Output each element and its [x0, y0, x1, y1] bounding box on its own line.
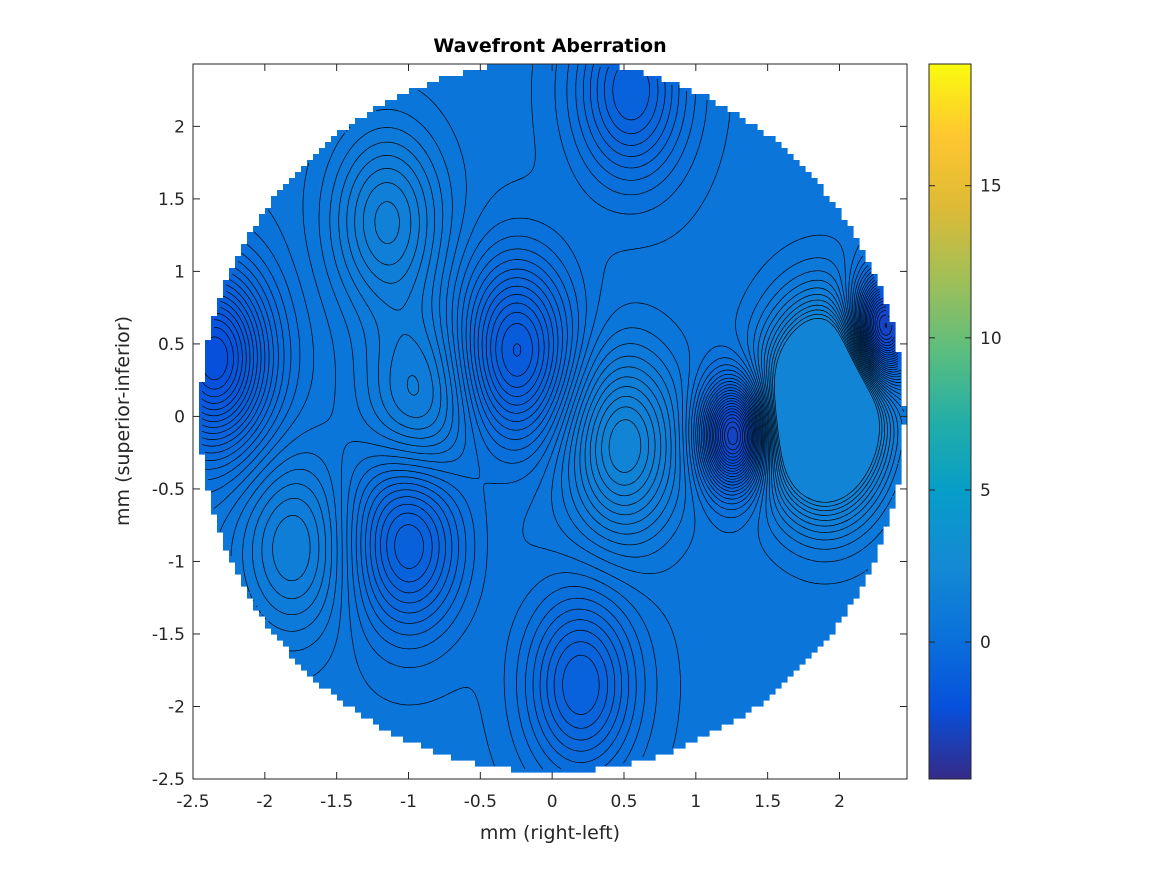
y-tick-label: 0.5 — [158, 335, 185, 355]
y-tick-label: -2.5 — [152, 770, 185, 790]
y-tick-label: -2 — [168, 697, 185, 717]
y-axis-ticks: -2.5 -2 -1.5 -1 -0.5 0 0.5 1 1.5 2 — [152, 117, 907, 790]
colorbar-ticks: 0 5 10 15 — [929, 177, 1002, 653]
y-tick-label: 0 — [174, 407, 185, 427]
colorbar-tick-label: 0 — [980, 633, 991, 653]
x-tick-label: -0.5 — [464, 792, 497, 812]
x-tick-label: 0 — [547, 792, 558, 812]
colorbar-tick-label: 5 — [980, 481, 991, 501]
x-tick-label: -2.5 — [176, 792, 209, 812]
x-tick-label: 0.5 — [610, 792, 637, 812]
y-tick-label: -1.5 — [152, 625, 185, 645]
axes-frame — [192, 63, 908, 780]
y-tick-label: 1.5 — [158, 190, 185, 210]
y-tick-label: -1 — [168, 552, 185, 572]
y-tick-label: -0.5 — [152, 480, 185, 500]
x-tick-label: -1 — [400, 792, 417, 812]
contour-lines — [201, 64, 905, 770]
chart-title: Wavefront Aberration — [433, 35, 666, 57]
x-tick-label: 1 — [690, 792, 701, 812]
y-tick-label: 1 — [174, 262, 185, 282]
x-tick-label: -1.5 — [320, 792, 353, 812]
x-tick-label: -2 — [256, 792, 273, 812]
colorbar-tick-label: 15 — [980, 177, 1002, 197]
colorbar-tick-label: 10 — [980, 329, 1002, 349]
plot-area — [199, 64, 907, 773]
x-tick-label: 1.5 — [754, 792, 781, 812]
x-axis-ticks: -2.5 -2 -1.5 -1 -0.5 0 0.5 1 1.5 2 — [176, 64, 845, 812]
x-axis-label: mm (right-left) — [480, 822, 620, 844]
contour-fill — [199, 64, 907, 773]
y-axis-label: mm (superior-inferior) — [112, 316, 134, 526]
x-tick-label: 2 — [834, 792, 845, 812]
colorbar — [928, 63, 972, 780]
y-tick-label: 2 — [174, 117, 185, 137]
